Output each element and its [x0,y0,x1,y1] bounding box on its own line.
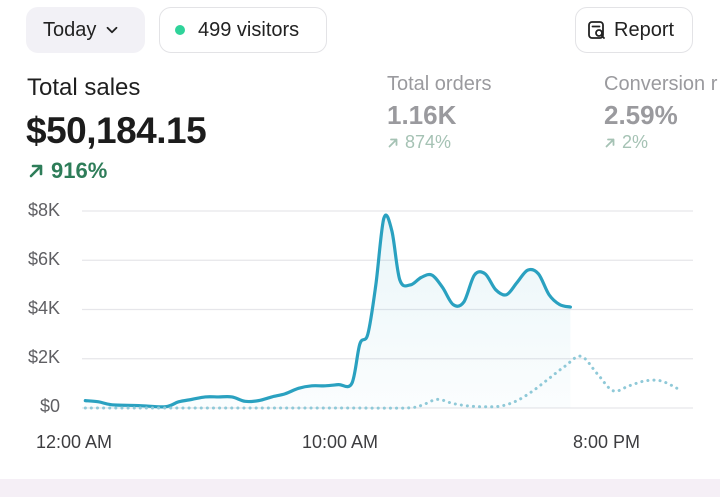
y-tick-label: $4K [28,298,61,318]
live-status-dot [175,25,185,35]
sales-line-chart[interactable] [0,0,720,479]
report-label: Report [614,18,675,41]
conversion-change-value: 2% [622,132,649,152]
visitors-pill[interactable]: 499 visitors [159,7,327,53]
arrow-up-right-icon [605,138,615,147]
bottom-bar [0,479,720,497]
series-line-current [83,213,572,409]
chevron-down-icon [106,26,118,34]
y-tick-label: $8K [28,200,61,220]
conversion-label[interactable]: Conversion r [604,73,718,95]
y-tick-label: $6K [28,249,61,269]
date-range-label: Today [43,18,97,41]
total-sales-label: Total sales [27,74,141,101]
conversion-value: 2.59% [604,100,678,130]
report-button[interactable]: Report [575,7,693,53]
series-line-comparison [83,354,679,410]
report-icon [588,21,605,39]
conversion-change: 2% [604,132,648,153]
total-sales-change: 916% [27,158,107,184]
total-orders-label[interactable]: Total orders [387,73,492,95]
x-tick-label: 8:00 PM [573,432,641,452]
x-tick-label: 10:00 AM [302,432,379,452]
y-tick-label: $0 [40,396,61,416]
y-tick-label: $2K [28,347,61,367]
x-tick-label: 12:00 AM [36,432,113,452]
total-sales-change-value: 916% [51,158,108,183]
visitors-label: 499 visitors [198,18,300,41]
total-orders-change-value: 874% [405,132,452,152]
arrow-up-right-icon [29,164,43,178]
total-sales-value: $50,184.15 [26,110,207,151]
arrow-up-right-icon [388,138,398,147]
date-range-button[interactable]: Today [26,7,145,53]
total-orders-change: 874% [387,132,451,153]
total-orders-value: 1.16K [387,100,457,130]
series-area [85,215,571,408]
